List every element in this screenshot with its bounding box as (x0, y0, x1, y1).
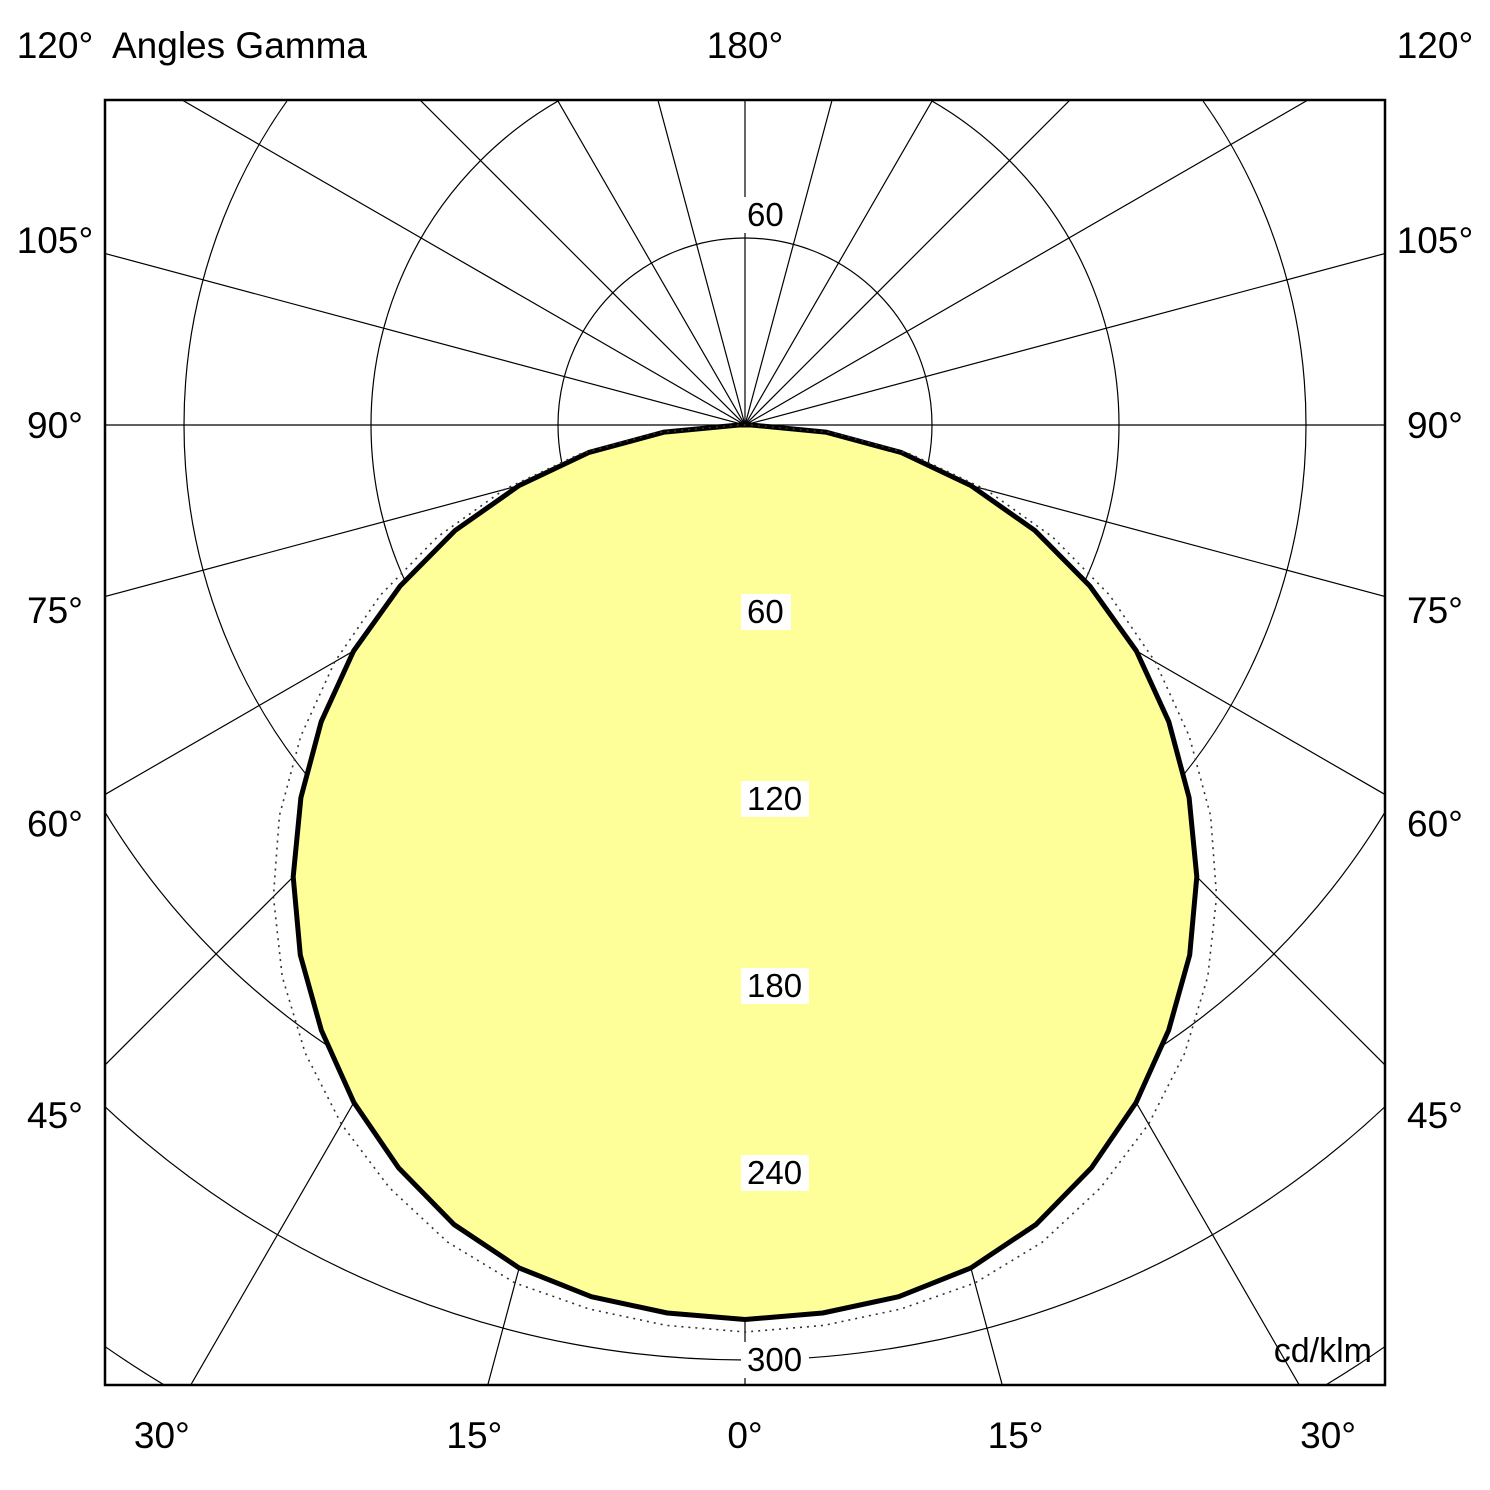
gamma-label-right: 60° (1407, 803, 1463, 844)
units-label: cd/klm (1274, 1332, 1372, 1370)
plot-frame (103, 98, 1387, 1387)
ring-label-bg (741, 1155, 809, 1191)
gamma-label-left: 120° (17, 25, 94, 66)
gamma-label-left: 75° (27, 590, 83, 631)
gamma-angle-labels: 120° 120° 105° 105° 90° 90° 75° 75° 60° 60° 45° 45°… (17, 25, 1474, 1456)
gamma-label-bottom: 30° (1300, 1415, 1356, 1456)
photometric-curves (272, 422, 1218, 1333)
ring-value-label: 180 (747, 967, 802, 1004)
gamma-label-right: 75° (1407, 590, 1463, 631)
gamma-label-right: 105° (1397, 220, 1474, 261)
gamma-label-left: 45° (27, 1095, 83, 1136)
ring-label-bg (741, 781, 809, 817)
ring-value-label: 300 (747, 1341, 802, 1378)
ring-label-bg (741, 1342, 809, 1378)
chart-title: Angles Gamma (112, 25, 367, 66)
ring-value-label: 60 (747, 593, 784, 630)
curve-c0-c180 (290, 422, 1200, 1322)
ring-label-bg (741, 594, 791, 630)
gamma-label-left: 105° (17, 220, 94, 261)
ring-label-bg (741, 197, 791, 233)
ring-value-label: 120 (747, 780, 802, 817)
gamma-label-left: 60° (27, 803, 83, 844)
gamma-label-bottom: 15° (446, 1415, 502, 1456)
gamma-label-bottom: 15° (988, 1415, 1044, 1456)
gamma-label-bottom: 30° (134, 1415, 190, 1456)
gamma-label-bottom: 0° (727, 1415, 762, 1456)
ring-label-bg (741, 968, 809, 1004)
gamma-label-left: 90° (27, 405, 83, 446)
ring-labels: 60 120 180 240 300 60 (741, 196, 809, 1378)
ring-value-label: 60 (747, 196, 784, 233)
gamma-label-right: 120° (1397, 25, 1474, 66)
ring-value-label: 240 (747, 1154, 802, 1191)
gamma-label-right: 45° (1407, 1095, 1463, 1136)
gamma-label-right: 90° (1407, 405, 1463, 446)
gamma-label-top: 180° (707, 25, 784, 66)
